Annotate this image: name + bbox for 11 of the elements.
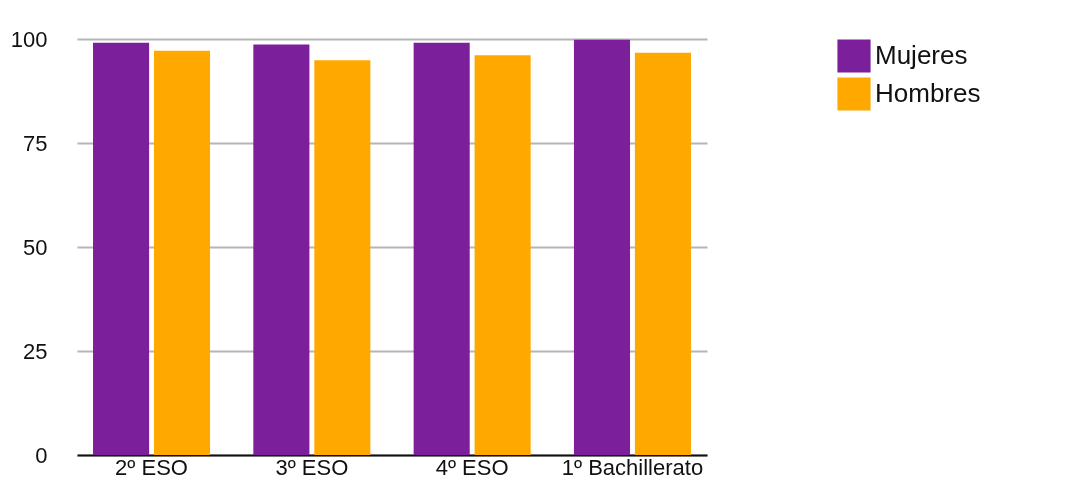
y-tick-label: 25 (23, 338, 48, 364)
y-tick-label: 50 (23, 234, 48, 260)
x-tick-label: 1º Bachillerato (561, 454, 704, 480)
y-tick-label: 75 (23, 130, 48, 156)
x-tick-label: 4º ESO (435, 454, 509, 480)
x-tick-label: 2º ESO (115, 454, 188, 480)
y-tick-label: 100 (10, 26, 48, 52)
legend-label: Hombres (875, 78, 981, 108)
x-tick-label: 3º ESO (275, 454, 349, 480)
legend-label: Mujeres (875, 40, 968, 70)
y-tick-label: 0 (35, 442, 48, 468)
